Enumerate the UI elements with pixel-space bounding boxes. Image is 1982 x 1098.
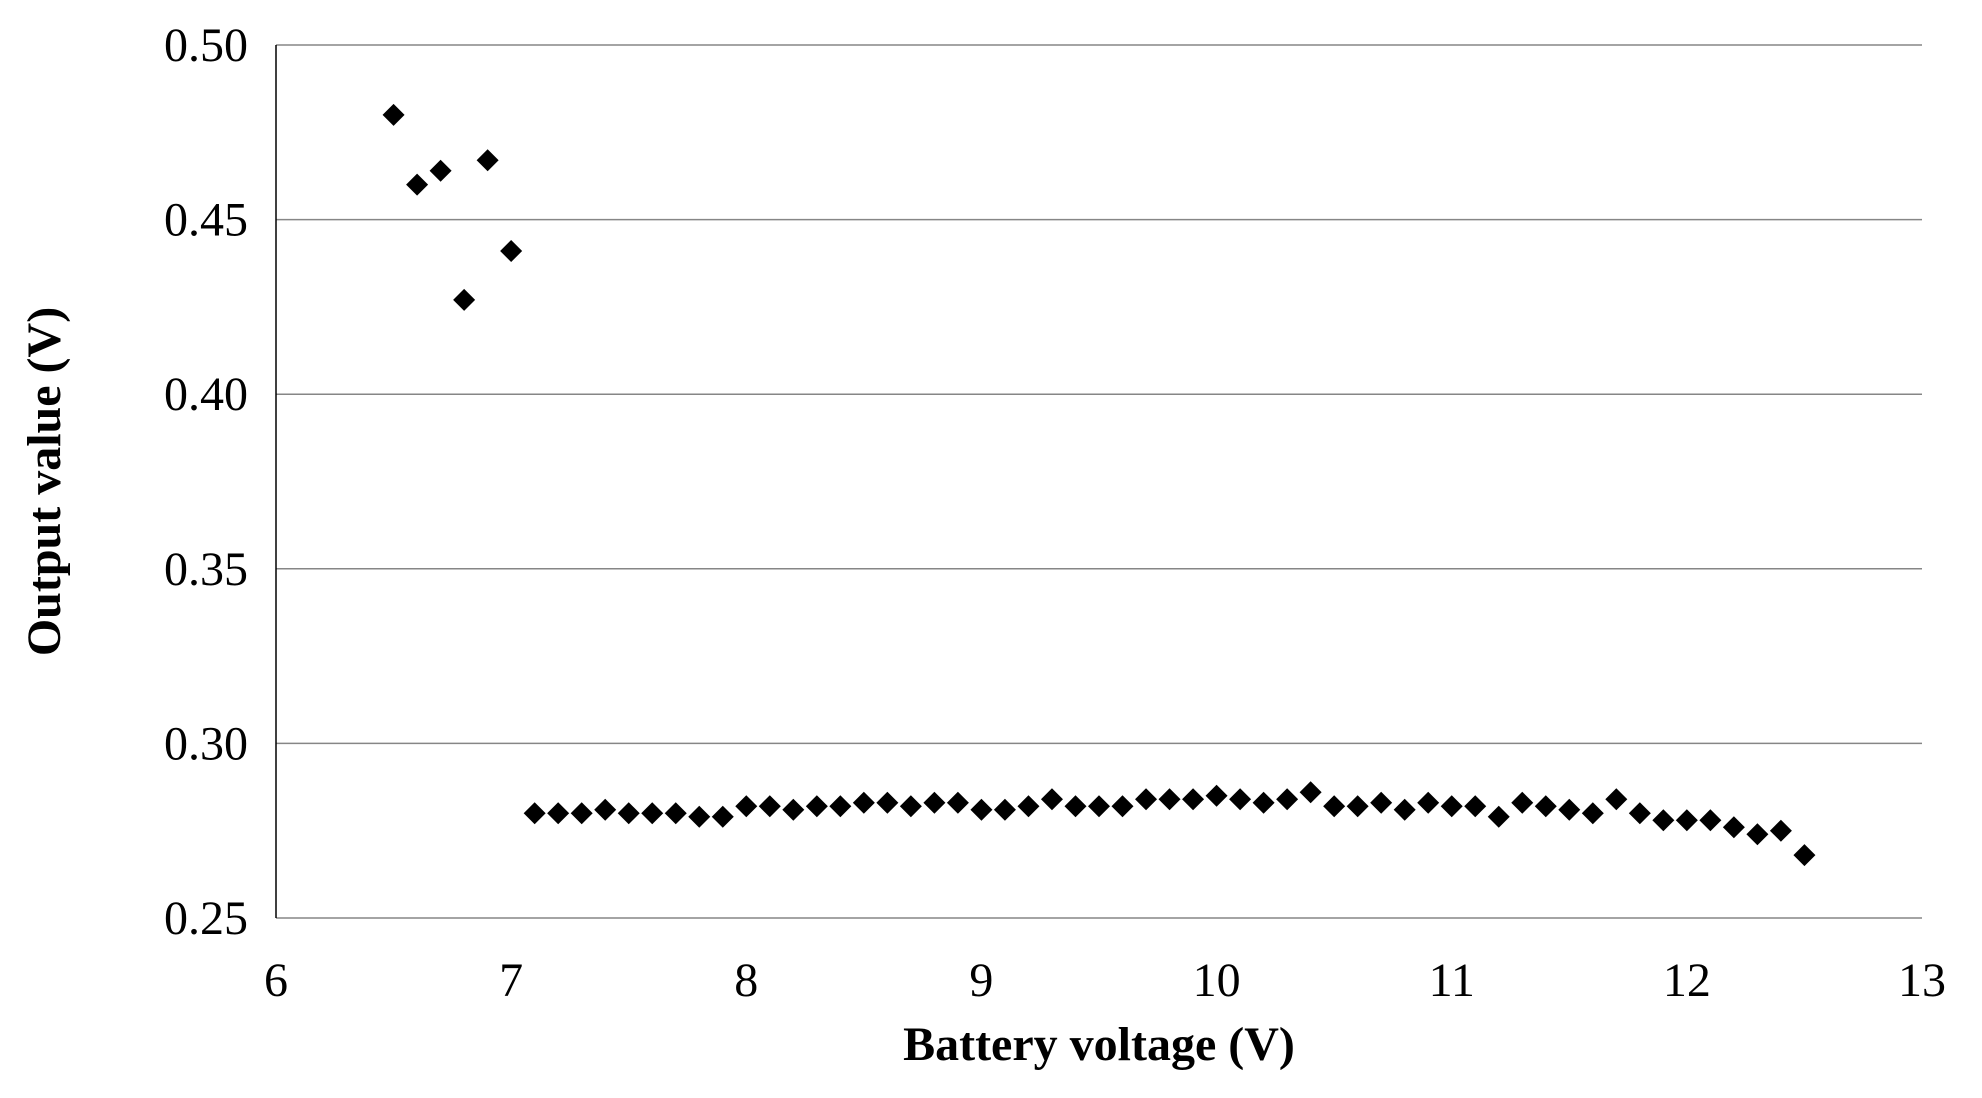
x-tick-label: 9 bbox=[969, 954, 993, 1007]
data-point bbox=[664, 802, 687, 825]
y-tick-label: 0.40 bbox=[164, 368, 248, 421]
x-tick-label: 7 bbox=[499, 954, 523, 1007]
gridlines bbox=[276, 44, 1922, 919]
data-point bbox=[617, 802, 640, 825]
data-point bbox=[1675, 809, 1698, 832]
data-point bbox=[805, 795, 828, 818]
data-point bbox=[1229, 788, 1252, 811]
data-point bbox=[570, 802, 593, 825]
data-point bbox=[1511, 791, 1534, 814]
data-point bbox=[1722, 816, 1745, 839]
y-tick-label: 0.50 bbox=[164, 19, 248, 72]
data-point bbox=[641, 802, 664, 825]
data-point bbox=[1628, 802, 1651, 825]
data-point bbox=[1534, 795, 1557, 818]
data-point bbox=[735, 795, 758, 818]
data-point bbox=[1040, 788, 1063, 811]
y-axis-label: Output value (V) bbox=[18, 307, 71, 656]
data-point bbox=[1346, 795, 1369, 818]
x-tick-label: 12 bbox=[1663, 954, 1711, 1007]
y-tick-label: 0.25 bbox=[164, 892, 248, 945]
x-tick-label: 13 bbox=[1898, 954, 1946, 1007]
data-point bbox=[453, 288, 476, 311]
data-point bbox=[1088, 795, 1110, 818]
data-points bbox=[382, 103, 1816, 867]
data-point bbox=[1417, 791, 1440, 814]
x-tick-label: 11 bbox=[1429, 954, 1475, 1007]
data-point bbox=[970, 798, 993, 821]
data-point bbox=[782, 798, 805, 821]
data-point bbox=[429, 159, 452, 182]
data-point bbox=[876, 791, 899, 814]
x-tick-label: 6 bbox=[264, 954, 288, 1007]
data-point bbox=[594, 798, 617, 821]
data-point bbox=[829, 795, 852, 818]
data-point bbox=[476, 149, 499, 172]
data-point bbox=[923, 791, 946, 814]
data-point bbox=[1769, 819, 1792, 842]
data-point bbox=[1064, 795, 1087, 818]
data-point bbox=[406, 173, 429, 196]
data-point bbox=[500, 240, 523, 263]
data-point bbox=[1299, 781, 1322, 804]
data-point bbox=[1205, 784, 1228, 807]
y-tick-label: 0.35 bbox=[164, 543, 248, 596]
data-point bbox=[899, 795, 922, 818]
data-point bbox=[547, 802, 570, 825]
x-tick-labels: 6 7 8 9 10 11 12 13 bbox=[264, 954, 1946, 1007]
y-tick-label: 0.30 bbox=[164, 717, 248, 770]
data-point bbox=[1793, 844, 1816, 867]
data-point bbox=[1111, 795, 1134, 818]
y-tick-labels: 0.25 0.30 0.35 0.40 0.45 0.50 bbox=[164, 19, 248, 945]
data-point bbox=[1276, 788, 1299, 811]
data-point bbox=[1158, 788, 1181, 811]
data-point bbox=[1605, 788, 1628, 811]
data-point bbox=[382, 103, 405, 126]
data-point bbox=[1323, 795, 1346, 818]
data-point bbox=[1135, 788, 1158, 811]
y-tick-label: 0.45 bbox=[164, 194, 248, 247]
data-point bbox=[1252, 791, 1275, 814]
data-point bbox=[1017, 795, 1040, 818]
data-point bbox=[1652, 809, 1675, 832]
data-point bbox=[1487, 805, 1510, 828]
data-point bbox=[1746, 823, 1769, 846]
data-point bbox=[946, 791, 969, 814]
data-point bbox=[758, 795, 781, 818]
data-point bbox=[1699, 809, 1722, 832]
data-point bbox=[852, 791, 875, 814]
data-point bbox=[1440, 795, 1463, 818]
data-point bbox=[1558, 798, 1581, 821]
x-axis-label: Battery voltage (V) bbox=[903, 1018, 1295, 1071]
x-tick-label: 10 bbox=[1193, 954, 1241, 1007]
data-point bbox=[1581, 802, 1604, 825]
data-point bbox=[688, 805, 711, 828]
data-point bbox=[523, 802, 546, 825]
data-point bbox=[1370, 791, 1393, 814]
data-point bbox=[1182, 788, 1205, 811]
x-tick-label: 8 bbox=[734, 954, 758, 1007]
data-point bbox=[711, 805, 734, 828]
data-point bbox=[1393, 798, 1416, 821]
data-point bbox=[993, 798, 1016, 821]
data-point bbox=[1464, 795, 1487, 818]
